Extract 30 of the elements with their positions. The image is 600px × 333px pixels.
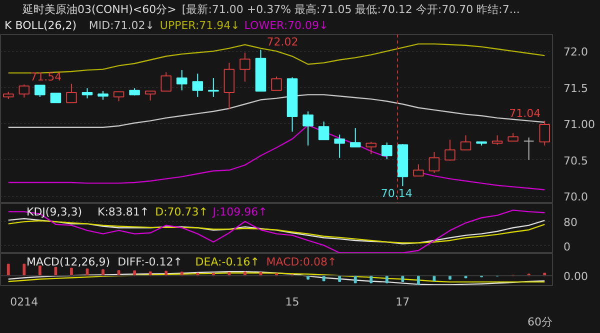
- y-tick-label: 70.5: [564, 154, 588, 168]
- annotation: 70.14: [380, 187, 412, 200]
- series-label: D:70.73↑: [155, 206, 208, 218]
- chart-title: 延时美原油03(CONH)<60分>: [22, 3, 176, 16]
- annotation: 71.54: [30, 70, 62, 84]
- legend-title: K BOLL(26,2): [4, 19, 77, 32]
- annotation: 71.04: [509, 106, 541, 120]
- text: LOWER:70.09↓: [244, 19, 328, 32]
- series-label: MACD:0.08↑: [266, 256, 337, 268]
- series-label: K:83.81↑: [98, 206, 150, 218]
- x-tick-label: 15: [285, 296, 300, 308]
- y-tick-label: 70.0: [564, 190, 588, 204]
- y-tick-label: 72.0: [564, 46, 588, 59]
- series-label: DIFF:-0.12↑: [118, 256, 183, 268]
- text: MID:71.02↓: [88, 19, 155, 32]
- series-label: UPPER:71.94↓: [160, 19, 240, 32]
- series-label: J:109.96↑: [212, 206, 268, 218]
- legend-title: MACD(12,26,9): [26, 256, 110, 268]
- x-tick-label: 0214: [10, 296, 38, 308]
- x-tick-label: 17: [396, 296, 410, 308]
- y-tick-label: 71.5: [564, 82, 588, 95]
- series-label: DEA:-0.16↑: [195, 256, 260, 268]
- y-tick-label: 80: [564, 216, 578, 230]
- legend-title: KDJ(9,3,3): [26, 206, 82, 218]
- y-tick-label: 71.00: [564, 118, 595, 132]
- text: 0.00: [564, 270, 588, 284]
- text: 60分: [528, 316, 553, 328]
- annotation: 72.02: [266, 36, 298, 49]
- y-tick-label: 0: [564, 240, 570, 254]
- chart-subtitle: [最新:71.00 +0.37% 最高:71.05 最低:70.12 今开:70.70 昨结:7...: [182, 3, 520, 16]
